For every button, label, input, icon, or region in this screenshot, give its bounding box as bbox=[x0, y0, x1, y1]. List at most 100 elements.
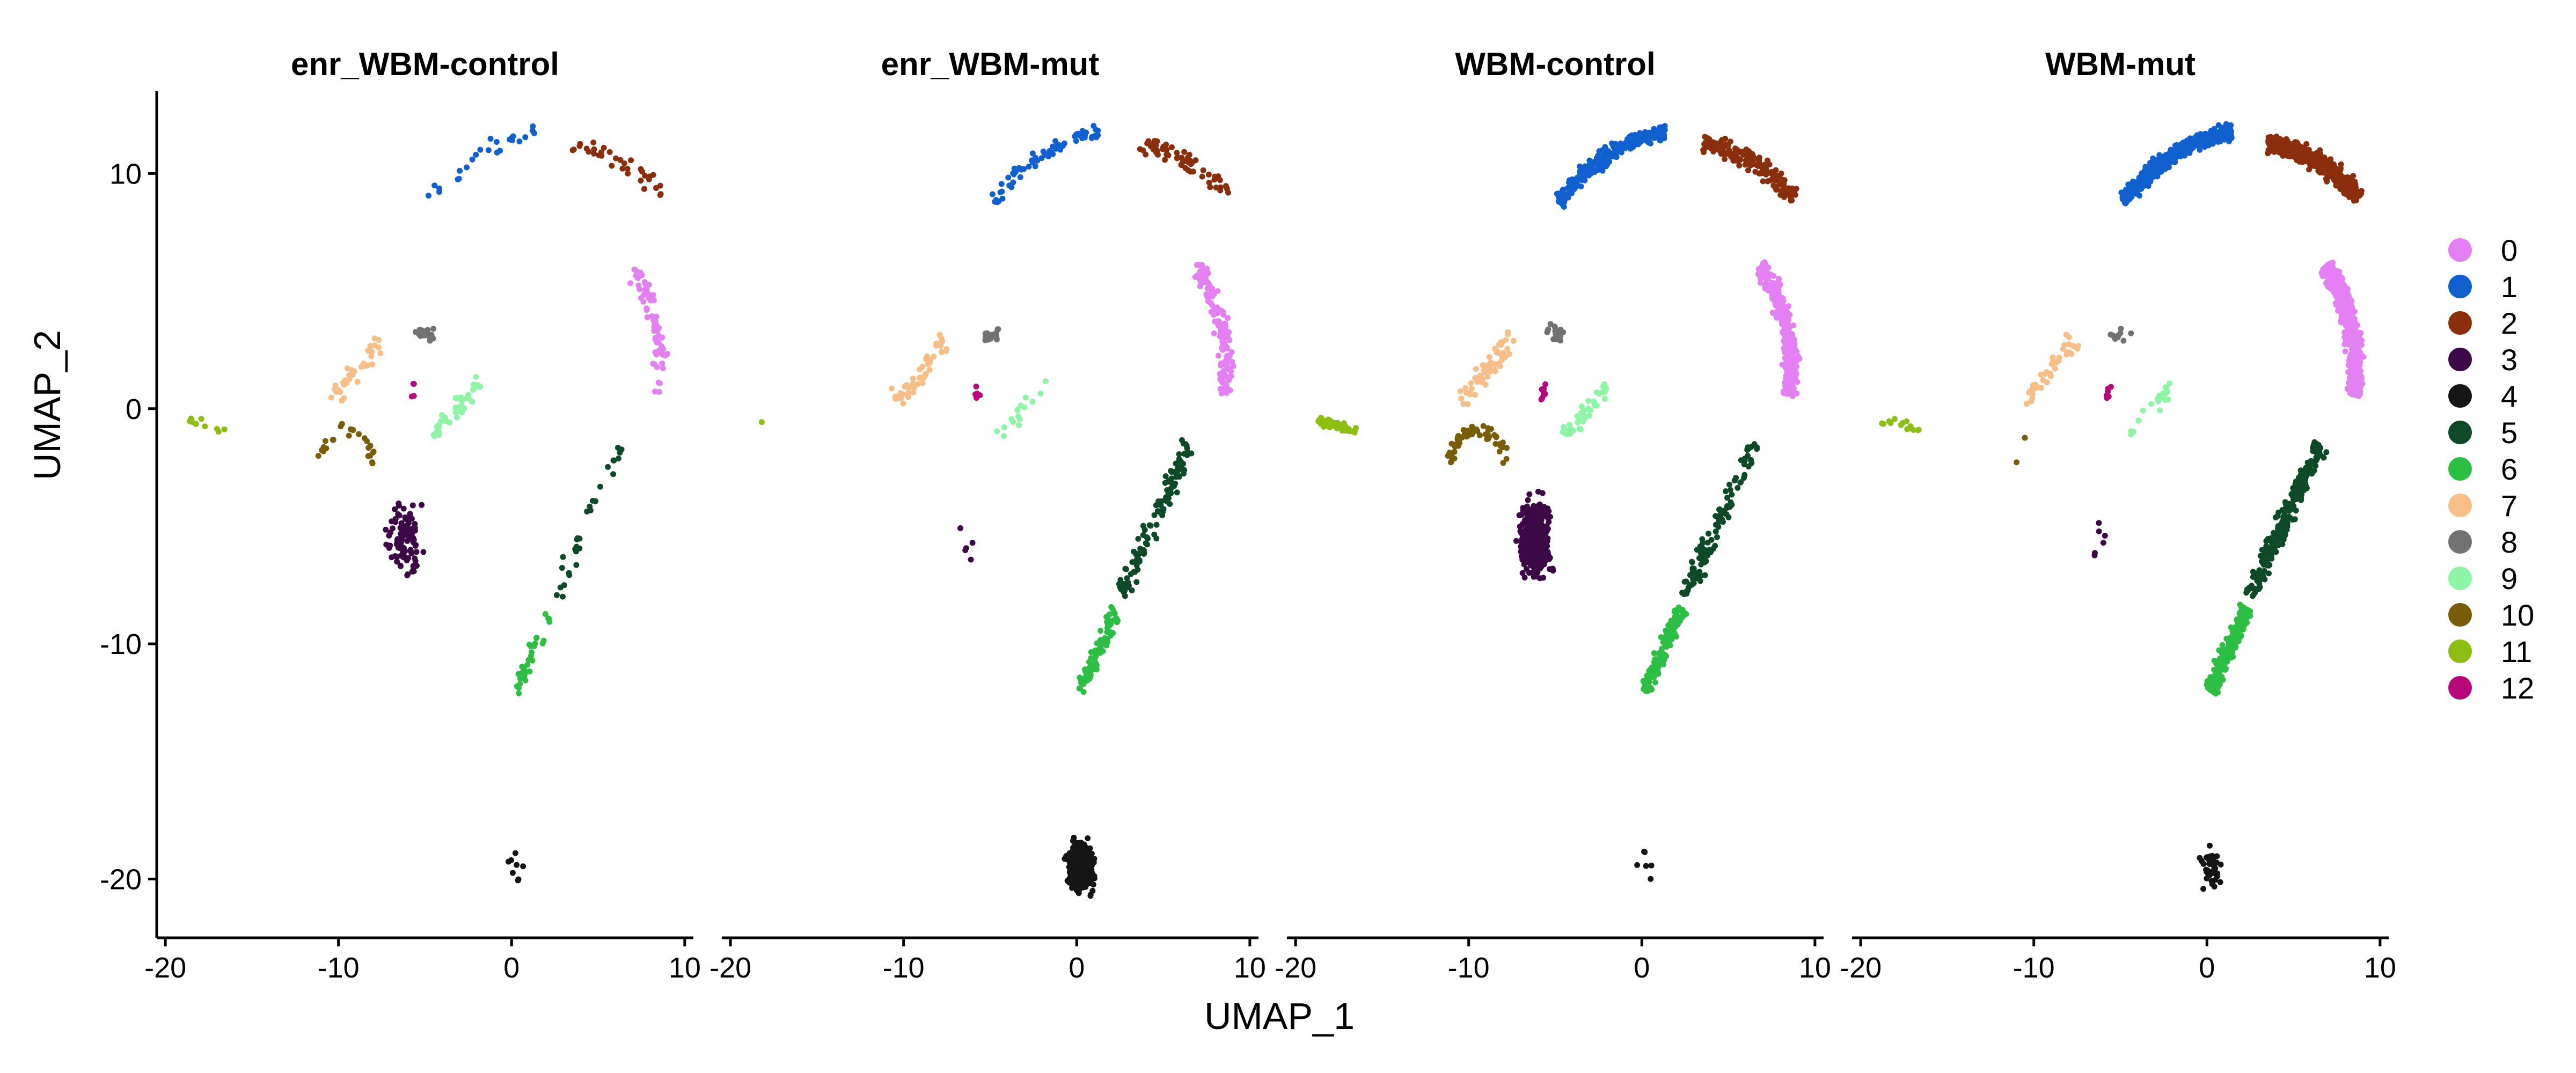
point-cluster-1 bbox=[1095, 127, 1101, 134]
point-cluster-9 bbox=[1598, 389, 1605, 396]
point-cluster-0 bbox=[1211, 307, 1217, 313]
point-cluster-2 bbox=[1154, 148, 1160, 154]
point-cluster-1 bbox=[2167, 155, 2173, 161]
point-cluster-0 bbox=[651, 324, 657, 330]
point-cluster-0 bbox=[659, 361, 665, 366]
point-cluster-2 bbox=[591, 146, 597, 152]
point-cluster-5 bbox=[1117, 580, 1124, 587]
point-cluster-12 bbox=[410, 380, 416, 387]
point-cluster-9 bbox=[1014, 407, 1021, 413]
point-cluster-3 bbox=[1528, 533, 1535, 539]
point-cluster-1 bbox=[1659, 128, 1665, 135]
point-cluster-5 bbox=[1748, 444, 1754, 450]
point-cluster-6 bbox=[521, 666, 528, 673]
point-cluster-1 bbox=[1613, 150, 1619, 157]
point-cluster-9 bbox=[436, 429, 442, 435]
point-cluster-3 bbox=[410, 539, 416, 546]
point-cluster-1 bbox=[2203, 138, 2209, 144]
point-cluster-5 bbox=[1153, 502, 1159, 509]
point-cluster-0 bbox=[1226, 329, 1232, 335]
point-cluster-2 bbox=[1780, 188, 1787, 194]
point-cluster-1 bbox=[1598, 159, 1605, 165]
point-cluster-1 bbox=[1092, 133, 1098, 139]
point-cluster-2 bbox=[1789, 188, 1795, 194]
point-cluster-4 bbox=[510, 870, 516, 876]
point-cluster-9 bbox=[1570, 428, 1576, 434]
point-cluster-5 bbox=[1741, 475, 1747, 481]
point-cluster-3 bbox=[1550, 568, 1556, 574]
point-cluster-0 bbox=[1779, 321, 1785, 327]
point-cluster-9 bbox=[1591, 398, 1597, 405]
point-cluster-7 bbox=[903, 382, 910, 388]
point-cluster-3 bbox=[411, 524, 418, 531]
point-cluster-6 bbox=[1093, 666, 1100, 673]
point-cluster-1 bbox=[1040, 148, 1046, 155]
point-cluster-0 bbox=[1777, 281, 1783, 288]
point-cluster-3 bbox=[398, 520, 405, 526]
point-cluster-2 bbox=[625, 170, 631, 177]
point-cluster-7 bbox=[889, 385, 895, 392]
point-cluster-5 bbox=[1133, 551, 1139, 557]
point-cluster-10 bbox=[1503, 455, 1510, 462]
point-cluster-7 bbox=[910, 376, 916, 382]
point-cluster-2 bbox=[1773, 185, 1779, 191]
point-cluster-1 bbox=[1599, 167, 1606, 174]
panel-2: enr_WBM-mut-20 -10 0 10 bbox=[709, 46, 1266, 984]
point-cluster-0 bbox=[1217, 333, 1223, 340]
point-cluster-5 bbox=[1132, 569, 1138, 575]
point-cluster-7 bbox=[910, 389, 917, 395]
point-cluster-8 bbox=[427, 337, 433, 344]
point-cluster-1 bbox=[522, 134, 529, 141]
point-cluster-9 bbox=[1567, 422, 1573, 428]
point-cluster-5 bbox=[2314, 455, 2321, 461]
point-cluster-3 bbox=[1526, 491, 1533, 497]
point-cluster-7 bbox=[917, 366, 923, 372]
point-cluster-10 bbox=[1469, 431, 1475, 437]
point-cluster-11 bbox=[1327, 417, 1333, 424]
point-cluster-2 bbox=[1207, 184, 1213, 190]
point-cluster-0 bbox=[650, 361, 656, 367]
point-cluster-2 bbox=[1752, 168, 1759, 175]
point-cluster-9 bbox=[1578, 426, 1584, 432]
point-cluster-2 bbox=[590, 139, 597, 146]
point-cluster-4 bbox=[1643, 863, 1649, 869]
point-cluster-0 bbox=[643, 305, 650, 312]
point-cluster-6 bbox=[1095, 641, 1102, 647]
point-cluster-9 bbox=[463, 395, 470, 402]
point-cluster-1 bbox=[1013, 169, 1019, 175]
point-cluster-6 bbox=[1645, 671, 1652, 678]
point-cluster-0 bbox=[1225, 387, 1231, 393]
point-cluster-0 bbox=[2351, 322, 2357, 329]
point-cluster-0 bbox=[1771, 281, 1777, 287]
point-cluster-0 bbox=[2353, 336, 2360, 342]
point-cluster-6 bbox=[528, 652, 534, 659]
point-cluster-5 bbox=[1699, 536, 1706, 542]
point-cluster-6 bbox=[1103, 642, 1110, 649]
point-cluster-1 bbox=[487, 136, 494, 142]
point-cluster-10 bbox=[1485, 435, 1492, 442]
point-cluster-3 bbox=[1521, 519, 1528, 526]
point-cluster-0 bbox=[1216, 318, 1222, 325]
point-cluster-2 bbox=[2275, 139, 2282, 145]
point-cluster-9 bbox=[473, 374, 479, 380]
point-cluster-6 bbox=[517, 675, 523, 682]
point-cluster-1 bbox=[2198, 136, 2204, 142]
point-cluster-2 bbox=[1217, 177, 1223, 183]
point-cluster-9 bbox=[1016, 416, 1023, 422]
point-cluster-0 bbox=[659, 351, 665, 357]
point-cluster-10 bbox=[349, 427, 355, 433]
point-cluster-5 bbox=[1176, 451, 1182, 458]
point-cluster-8 bbox=[425, 332, 430, 338]
point-cluster-2 bbox=[2338, 161, 2344, 167]
point-cluster-5 bbox=[1684, 590, 1690, 597]
point-cluster-7 bbox=[332, 383, 339, 388]
point-cluster-1 bbox=[1005, 174, 1012, 181]
point-cluster-0 bbox=[1226, 353, 1233, 359]
point-cluster-10 bbox=[367, 443, 374, 449]
point-cluster-1 bbox=[989, 191, 996, 197]
point-cluster-3 bbox=[1526, 543, 1533, 549]
point-cluster-0 bbox=[1770, 273, 1777, 279]
point-cluster-2 bbox=[1748, 158, 1754, 165]
point-cluster-0 bbox=[1755, 266, 1762, 273]
point-cluster-4 bbox=[2218, 862, 2224, 868]
